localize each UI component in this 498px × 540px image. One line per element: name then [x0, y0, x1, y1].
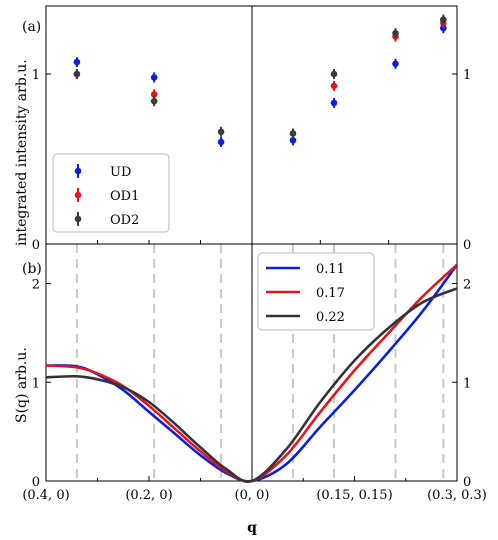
panel-a-ytick-label: 0	[32, 238, 40, 253]
panel-b-ytick-label: 1	[32, 376, 40, 391]
panel-a-ytick-label-right: 1	[463, 68, 471, 83]
legend-label: OD2	[110, 213, 139, 228]
data-point-od2	[440, 16, 447, 23]
data-point-od1	[150, 91, 158, 98]
data-point-od2	[73, 70, 81, 78]
panel-b-xtick-label: (0.15, 0.15)	[316, 488, 392, 503]
panel-b-xtick-label: (0.2, 0)	[125, 488, 172, 503]
panel-b-ytick-label: 2	[32, 278, 40, 293]
panel-b-ytick-label-right: 0	[463, 475, 471, 490]
legend-box	[257, 252, 375, 331]
series-line-0.17	[45, 263, 458, 483]
panel-b-xtick-label: (0, 0)	[235, 488, 270, 503]
data-point-od2	[150, 97, 158, 105]
data-point-ud	[150, 74, 158, 81]
panel-b: 0 0 1 1 2 2 (0.4, 0) (0.2, 0) (0, 0) (0.15, 0.15)…	[22, 243, 487, 503]
panel-b-xtick-label: (0.4, 0)	[22, 488, 69, 503]
panel-b-label: (b)	[22, 261, 42, 277]
panel-a-ytick-label-right: 0	[463, 238, 471, 253]
data-point-od2	[392, 29, 399, 37]
panel-a-ytick-label: 1	[32, 68, 40, 83]
data-point-od2	[289, 130, 297, 137]
legend-marker	[74, 167, 82, 175]
panel-b-ytick-label: 0	[32, 475, 40, 490]
panel-b-xtick-label: (0.3, 0.3)	[427, 488, 487, 503]
data-point-ud	[330, 99, 338, 107]
data-point-od2	[217, 128, 225, 136]
data-point-ud	[392, 60, 399, 68]
panel-a-label: (a)	[22, 19, 41, 35]
legend-box	[52, 153, 170, 233]
panel-a-ylabel: integrated intensity arb.u.	[14, 59, 30, 246]
legend-label: 0.22	[316, 310, 345, 325]
panel-b-ylabel: S(q) arb.u.	[14, 347, 30, 423]
legend-label: UD	[110, 165, 131, 180]
panel-a: 0 0 1 1 UD OD1 OD2	[32, 5, 471, 253]
data-point-ud	[73, 58, 81, 66]
panel-b-legend: 0.11 0.17 0.22	[257, 252, 375, 331]
panel-b-ytick-label-right: 2	[463, 278, 471, 293]
data-point-ud	[440, 24, 447, 32]
data-point-ud	[217, 138, 225, 146]
legend-label: 0.17	[316, 286, 345, 301]
legend-label: 0.11	[316, 262, 345, 277]
panel-a-legend: UD OD1 OD2	[52, 153, 170, 233]
labels: (a) (b) integrated intensity arb.u. S(q)…	[14, 19, 257, 536]
data-point-od1	[330, 82, 338, 90]
data-point-ud	[289, 137, 297, 144]
data-point-od2	[330, 70, 338, 78]
series-line-0.11	[45, 263, 459, 483]
legend-marker	[74, 215, 82, 223]
series-line-0.22	[45, 287, 458, 483]
panel-b-ytick-label-right: 1	[463, 376, 471, 391]
legend-marker	[74, 191, 82, 199]
legend-label: OD1	[110, 189, 139, 204]
panel-b-xlabel: q	[247, 520, 257, 536]
